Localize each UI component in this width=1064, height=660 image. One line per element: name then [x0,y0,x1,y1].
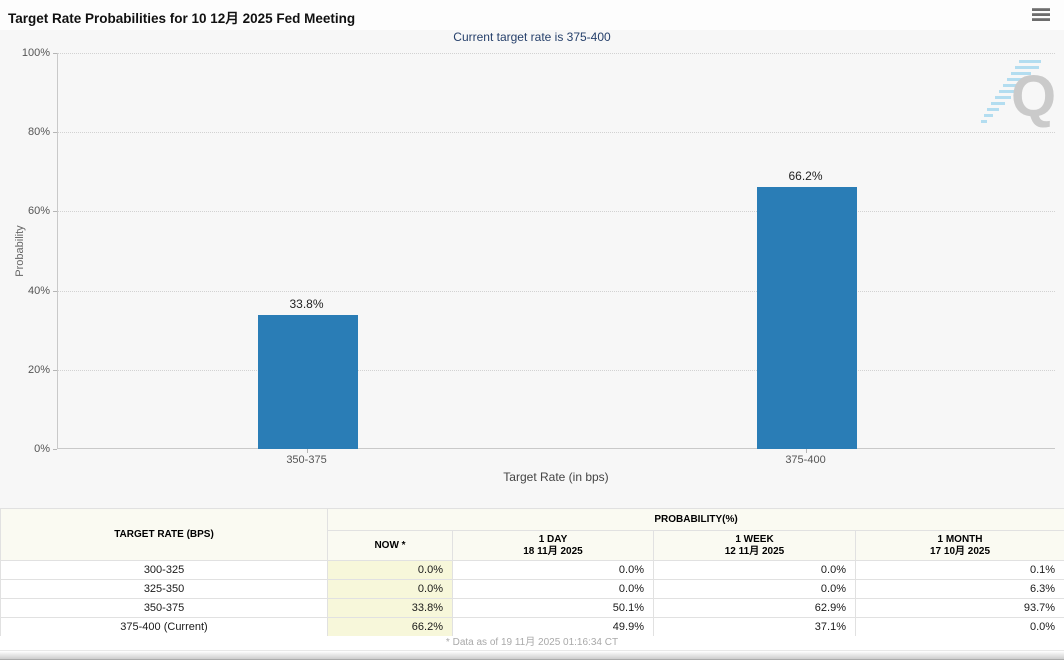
now-cell: 66.2% [327,617,453,637]
col-header-1week: 1 WEEK 12 11月 2025 [653,530,856,561]
now-cell: 33.8% [327,598,453,618]
month-cell: 0.0% [854,617,1064,637]
y-tick-label: 40% [27,284,50,297]
current-target-rate-subtitle: Current target rate is 375-400 [453,30,611,44]
probability-bar [756,186,857,449]
now-cell: 0.0% [327,579,453,599]
table-row: 325-350 0.0% 0.0% 0.0% 6.3% [0,579,1064,599]
svg-text:Q: Q [1011,64,1056,129]
x-axis-title: Target Rate (in bps) [503,470,609,484]
rate-cell: 325-350 [0,579,328,599]
gridline [58,211,1055,213]
col-header-now: NOW * [327,530,453,561]
week-cell: 0.0% [653,560,856,580]
month-cell: 6.3% [854,579,1064,599]
probability-chart: Current target rate is 375-400 Probabili… [0,30,1064,508]
table-row: 300-325 0.0% 0.0% 0.0% 0.1% [0,560,1064,580]
y-tick-label: 100% [21,47,50,59]
week-cell: 62.9% [653,598,856,618]
bottom-divider-bar [0,650,1064,660]
x-tick-mark [306,449,308,453]
col-header-target-rate: TARGET RATE (BPS) [0,508,328,561]
y-tick-label: 80% [27,126,50,139]
probability-table: TARGET RATE (BPS) PROBABILITY(%) NOW * 1… [0,508,1064,637]
y-tick-mark [53,290,57,292]
week-cell: 37.1% [653,617,856,637]
day-cell: 49.9% [452,617,654,637]
quikstrike-watermark-icon: Q [981,60,1056,129]
rate-cell: 350-375 [0,598,328,618]
month-cell: 93.7% [854,598,1064,618]
y-tick-mark [53,369,57,371]
data-asof-note: * Data as of 19 11月 2025 01:16:34 CT [0,636,1064,650]
day-cell: 50.1% [452,598,654,618]
title-bar: Target Rate Probabilities for 10 12月 202… [0,0,1064,30]
day-cell: 0.0% [452,560,654,580]
week-cell: 0.0% [653,579,856,599]
month-cell: 0.1% [854,560,1064,580]
plot-area [57,53,1055,449]
y-tick-mark [53,449,57,450]
hamburger-menu-icon[interactable] [1032,8,1050,22]
gridline [58,53,1055,54]
x-tick-mark [805,449,807,453]
table-row: 375-400 (Current) 66.2% 49.9% 37.1% 0.0% [0,617,1064,637]
gridline [58,132,1055,134]
y-tick-mark [53,132,57,134]
now-cell: 0.0% [327,560,453,580]
rate-cell: 375-400 (Current) [0,617,328,637]
y-tick-mark [53,53,57,54]
col-group-header-probability: PROBABILITY(%) [326,508,1064,531]
y-tick-mark [53,211,57,213]
gridline [58,369,1055,371]
col-header-1month: 1 MONTH 17 10月 2025 [854,530,1064,561]
probability-bar [257,315,358,449]
y-tick-label: 20% [27,363,50,376]
y-tick-label: 60% [27,205,50,218]
rate-cell: 300-325 [0,560,328,580]
day-cell: 0.0% [452,579,654,599]
gridline [58,290,1055,292]
y-tick-label: 0% [34,443,50,455]
page-title: Target Rate Probabilities for 10 12月 202… [8,11,356,26]
bar-value-label: 33.8% [289,297,324,312]
x-category-label: 350-375 [286,454,327,466]
bar-value-label: 66.2% [788,168,823,183]
axis-labels-layer: 0% 20% 40% 60% 80% 100% 33.8% 350-375 66.2% 375-4… [0,30,1064,508]
x-category-label: 375-400 [785,454,826,466]
col-header-1day: 1 DAY 18 11月 2025 [452,530,654,561]
table-row: 350-375 33.8% 50.1% 62.9% 93.7% [0,598,1064,618]
